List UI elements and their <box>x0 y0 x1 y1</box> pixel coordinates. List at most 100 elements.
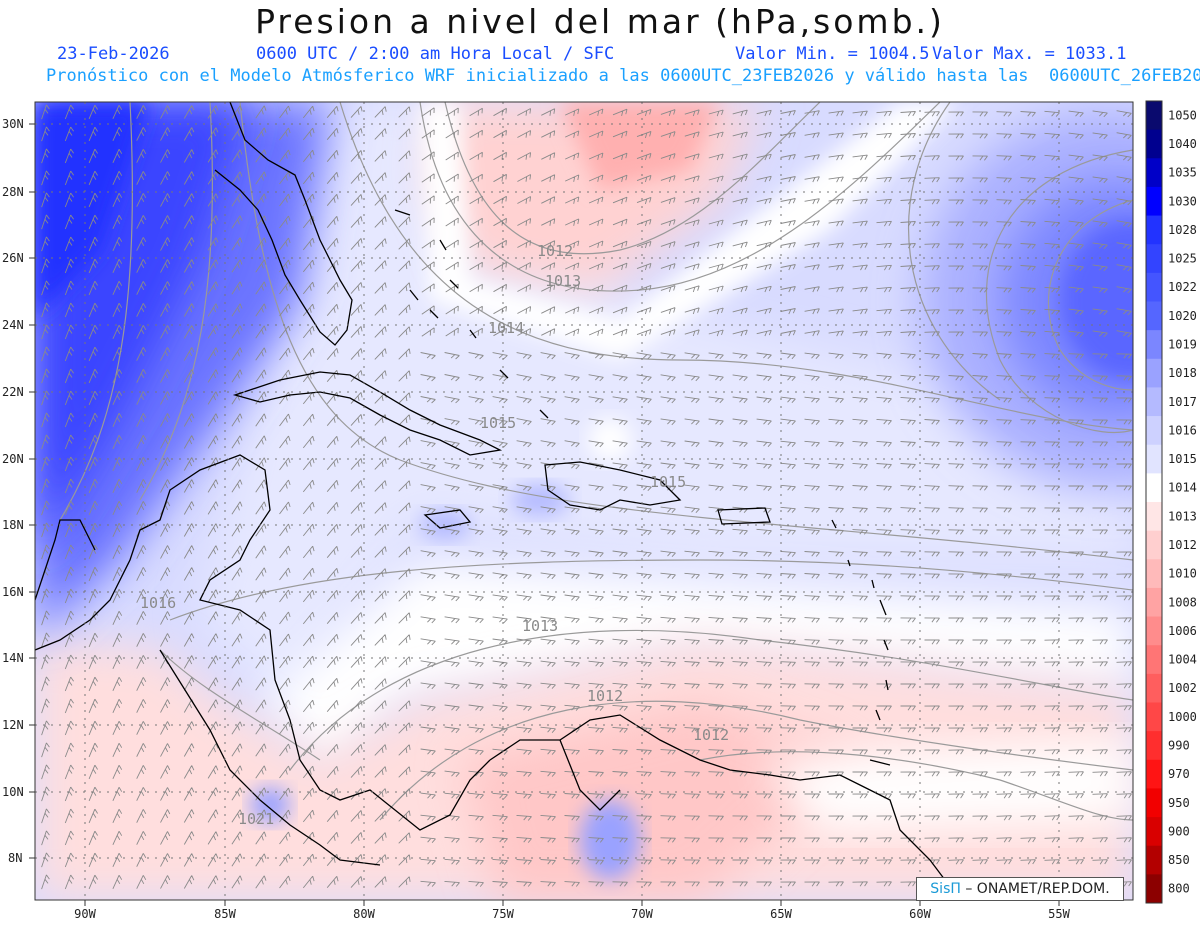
colorbar-label: 1000 <box>1168 710 1197 724</box>
lon-label: 55W <box>1048 907 1070 921</box>
colorbar-label: 800 <box>1168 882 1190 896</box>
colorbar-swatch <box>1146 358 1162 388</box>
colorbar-label: 1040 <box>1168 137 1197 151</box>
contour-label: 1013 <box>545 272 581 290</box>
contour-label: 1013 <box>522 617 558 635</box>
colorbar-label: 1018 <box>1168 366 1197 380</box>
colorbar-label: 1012 <box>1168 538 1197 552</box>
contour-label: 1012 <box>693 726 729 744</box>
colorbar-swatch <box>1146 587 1162 618</box>
colorbar-label: 1020 <box>1168 309 1197 323</box>
colorbar-swatch <box>1146 186 1162 217</box>
contour-label: 1015 <box>480 414 516 432</box>
sispi-logo: SisΠ <box>930 881 961 897</box>
colorbar-label: 1004 <box>1168 653 1197 667</box>
colorbar-label: 1019 <box>1168 337 1197 351</box>
colorbar-swatch <box>1146 874 1162 904</box>
colorbar-swatch <box>1146 673 1162 703</box>
lat-label: 18N <box>2 518 24 532</box>
lat-label: 10N <box>2 785 24 799</box>
colorbar-label: 1010 <box>1168 567 1197 581</box>
colorbar-swatch <box>1146 559 1162 589</box>
colorbar-label: 970 <box>1168 767 1190 781</box>
grid-lines <box>35 102 1133 900</box>
min-value: Valor Min. = 1004.5 <box>735 44 930 64</box>
lat-label: 12N <box>2 718 24 732</box>
colorbar-label: 900 <box>1168 824 1190 838</box>
lon-label: 85W <box>214 907 236 921</box>
colorbar-swatch <box>1146 387 1162 417</box>
colorbar-label: 1014 <box>1168 481 1197 495</box>
colorbar-swatch <box>1146 759 1162 789</box>
lat-label: 16N <box>2 585 24 599</box>
max-value: Valor Max. = 1033.1 <box>932 44 1127 64</box>
colorbar-label: 1013 <box>1168 509 1197 523</box>
colorbar-swatch <box>1146 416 1162 446</box>
lon-label: 80W <box>353 907 375 921</box>
forecast-time: 0600 UTC / 2:00 am Hora Local / SFC <box>256 44 615 64</box>
contour-label: 1014 <box>488 319 524 337</box>
latitude-labels: 30N 28N 26N 24N 22N 20N 18N 16N 14N 12N … <box>2 117 24 865</box>
contour-labels: 1012 1013 1014 1015 1015 1016 1013 1012 … <box>140 242 729 828</box>
colorbar-label: 850 <box>1168 853 1190 867</box>
lat-label: 8N <box>8 851 22 865</box>
colorbar-label: 1030 <box>1168 194 1197 208</box>
colorbar-swatch <box>1146 702 1162 732</box>
contour-label: 1016 <box>140 594 176 612</box>
lon-label: 90W <box>74 907 96 921</box>
colorbar-swatch <box>1146 272 1162 302</box>
colorbar-label: 1035 <box>1168 166 1197 180</box>
colorbar-swatch <box>1146 244 1162 274</box>
colorbar-swatch <box>1146 616 1162 646</box>
colorbar-label: 1002 <box>1168 681 1197 695</box>
contour-label: 1021 <box>238 810 274 828</box>
colorbar-label: 1006 <box>1168 624 1197 638</box>
wind-barbs <box>41 104 1132 890</box>
lat-label: 30N <box>2 117 24 131</box>
credit-text: – ONAMET/REP.DOM. <box>960 881 1110 897</box>
colorbar-swatch <box>1146 502 1162 532</box>
contour-label: 1015 <box>650 473 686 491</box>
coastlines <box>35 102 961 900</box>
colorbar-swatch <box>1146 101 1162 131</box>
colorbar-label: 1028 <box>1168 223 1197 237</box>
colorbar-swatch <box>1146 845 1162 875</box>
colorbar-label: 1008 <box>1168 595 1197 609</box>
colorbar-label: 990 <box>1168 738 1190 752</box>
longitude-labels: 90W 85W 80W 75W 70W 65W 60W 55W <box>74 907 1070 921</box>
colorbar-legend: 1050 1040 1035 1030 1028 1025 1022 1020 1019 1018… <box>1145 100 1197 904</box>
lon-label: 70W <box>631 907 653 921</box>
colorbar-swatch <box>1146 301 1162 331</box>
credit-box: SisΠ – ONAMET/REP.DOM. <box>916 877 1124 901</box>
forecast-date: 23-Feb-2026 <box>57 44 170 64</box>
colorbar-swatch <box>1146 215 1162 245</box>
colorbar-label: 950 <box>1168 796 1190 810</box>
colorbar-label: 1016 <box>1168 423 1197 437</box>
colorbar-swatch <box>1146 817 1162 847</box>
colorbar-label: 1025 <box>1168 252 1197 266</box>
colorbar-swatch <box>1146 444 1162 474</box>
colorbar-label: 1050 <box>1168 108 1197 122</box>
lat-label: 28N <box>2 185 24 199</box>
colorbar-swatch <box>1146 158 1162 188</box>
colorbar-label: 1017 <box>1168 395 1197 409</box>
lon-label: 75W <box>492 907 514 921</box>
colorbar-frame <box>1145 100 1163 904</box>
lat-label: 14N <box>2 651 24 665</box>
axis-labels: 30N 28N 26N 24N 22N 20N 18N 16N 14N 12N … <box>2 117 1071 921</box>
lat-label: 20N <box>2 452 24 466</box>
lon-label: 60W <box>909 907 931 921</box>
colorbar-label: 1015 <box>1168 452 1197 466</box>
lat-label: 24N <box>2 318 24 332</box>
colorbar-swatch <box>1146 788 1162 818</box>
lat-label: 22N <box>2 385 24 399</box>
lat-label: 26N <box>2 251 24 265</box>
colorbar-swatch <box>1146 330 1162 360</box>
lon-label: 65W <box>770 907 792 921</box>
colorbar-swatch <box>1146 473 1162 503</box>
colorbar-swatch <box>1146 530 1162 560</box>
colorbar-swatch <box>1146 731 1162 761</box>
colorbar-swatch <box>1146 645 1162 675</box>
model-description: Pronóstico con el Modelo Atmósferico WRF… <box>46 66 1200 86</box>
